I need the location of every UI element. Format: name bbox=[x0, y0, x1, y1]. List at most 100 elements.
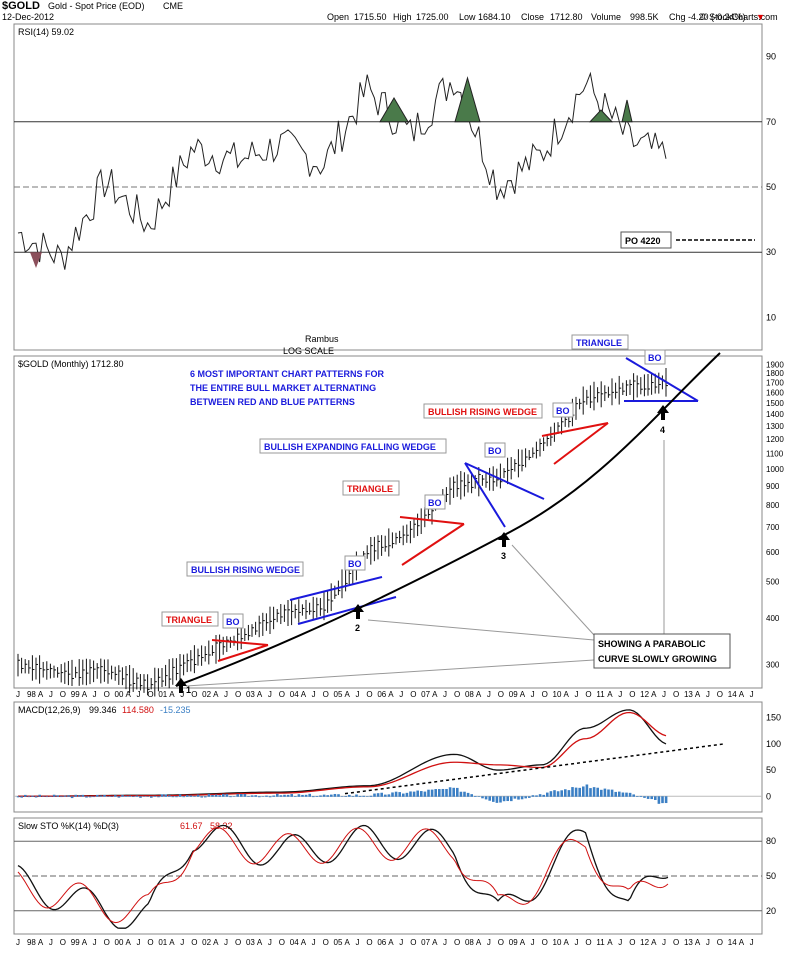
price-x-label: O bbox=[410, 690, 416, 699]
rsi-tick-50: 50 bbox=[766, 182, 776, 192]
macd-hist-bar bbox=[614, 791, 617, 797]
macd-hist-bar bbox=[128, 795, 131, 797]
macd-hist-bar bbox=[628, 792, 632, 797]
macd-tick-150: 150 bbox=[766, 713, 781, 723]
price-x-label: A bbox=[432, 690, 438, 699]
header-ticker: $GOLD bbox=[2, 0, 40, 12]
macd-hist-bar bbox=[250, 795, 254, 797]
sto-x-label: 10 bbox=[553, 938, 562, 947]
close-label: Close bbox=[521, 12, 544, 22]
sto-x-label: 04 bbox=[290, 938, 299, 947]
macd-hist-bar bbox=[560, 790, 563, 797]
sto-x-label: O bbox=[454, 938, 460, 947]
sto-x-label: O bbox=[498, 938, 504, 947]
bo5-box bbox=[552, 402, 574, 418]
macd-hist-bar bbox=[402, 793, 405, 797]
price-x-label: 14 bbox=[728, 690, 737, 699]
sto-tick-80: 80 bbox=[766, 836, 776, 846]
bo6-box bbox=[644, 349, 666, 365]
price-x-label: J bbox=[16, 690, 20, 699]
macd-hist-bar bbox=[578, 787, 581, 797]
price-tick-800: 800 bbox=[766, 501, 780, 510]
price-x-label: O bbox=[585, 690, 591, 699]
macd-hist-bar bbox=[168, 795, 171, 797]
macd-hist-bar bbox=[520, 796, 524, 800]
macd-hist-bar bbox=[52, 794, 56, 797]
sto-x-label: A bbox=[126, 938, 132, 947]
macd-hist-bar bbox=[409, 791, 412, 797]
macd-hist-bar bbox=[585, 784, 589, 797]
macd-hist-bar bbox=[85, 796, 88, 798]
macd-hist-bar bbox=[369, 795, 373, 797]
macd-hist-bar bbox=[474, 795, 477, 797]
macd-hist-bar bbox=[67, 795, 70, 797]
price-tick-900: 900 bbox=[766, 482, 780, 491]
sto-x-label: A bbox=[82, 938, 88, 947]
rsi-overbought-fill-1 bbox=[454, 76, 481, 123]
note-line1: SHOWING A PARABOLIC bbox=[598, 639, 706, 649]
price-panel bbox=[13, 355, 763, 689]
macd-hist-bar bbox=[632, 794, 635, 797]
rsi-overbought-fill-0 bbox=[379, 97, 409, 123]
price-x-label: A bbox=[564, 690, 570, 699]
sto-x-label: 11 bbox=[596, 938, 605, 947]
sto-x-label: A bbox=[520, 938, 526, 947]
price-x-label: A bbox=[169, 690, 175, 699]
pattern2-box bbox=[186, 561, 304, 577]
macd-hist-bar bbox=[38, 794, 41, 797]
macd-hist-bar bbox=[564, 789, 567, 797]
price-x-label: 12 bbox=[640, 690, 649, 699]
sto-value: 61.67 bbox=[180, 821, 203, 831]
macd-hist-bar bbox=[592, 787, 596, 797]
macd-hist-bar bbox=[366, 796, 369, 797]
bo2-label: BO bbox=[348, 559, 362, 569]
pattern4-box bbox=[259, 438, 447, 454]
rsi-title: RSI(14) 59.02 bbox=[18, 27, 74, 37]
macd-hist-bar bbox=[70, 796, 74, 799]
macd-hist-bar bbox=[513, 796, 517, 799]
macd-hist-bar bbox=[247, 796, 250, 797]
sto-x-label: A bbox=[564, 938, 570, 947]
price-x-label: 98 bbox=[27, 690, 36, 699]
price-x-label: A bbox=[651, 690, 657, 699]
sto-x-label: J bbox=[618, 938, 622, 947]
macd-hist-bar bbox=[502, 796, 506, 802]
macd-hist-bar bbox=[405, 792, 409, 797]
macd-hist-bar bbox=[315, 795, 319, 797]
sto-x-label: J bbox=[487, 938, 491, 947]
price-title: $GOLD (Monthly) 1712.80 bbox=[18, 359, 124, 369]
macd-hist-bar bbox=[384, 794, 387, 797]
bo2-box bbox=[344, 555, 366, 571]
sto-x-label: J bbox=[443, 938, 447, 947]
blue-note: 6 MOST IMPORTANT CHART PATTERNS FOR THE … bbox=[190, 369, 384, 407]
sto-x-label: O bbox=[629, 938, 635, 947]
bo1-label: BO bbox=[226, 617, 240, 627]
macd-hist-bar bbox=[34, 796, 38, 798]
macd-hist-bar bbox=[600, 789, 603, 797]
sto-x-label: 06 bbox=[377, 938, 386, 947]
macd-hist-bar bbox=[171, 796, 175, 798]
rsi-tick-90: 90 bbox=[766, 52, 776, 62]
macd-hist-bar bbox=[124, 795, 128, 797]
macd-hist-bar bbox=[358, 795, 362, 797]
breakout-labels: BO BO BO BO BO BO bbox=[222, 349, 666, 629]
macd-hist-bar bbox=[193, 796, 196, 797]
header-date: 12-Dec-2012 bbox=[2, 12, 54, 22]
sto-x-label: A bbox=[651, 938, 657, 947]
macd-hist-bar bbox=[477, 796, 481, 797]
macd-hist-bar bbox=[654, 796, 657, 800]
bo3-box bbox=[424, 494, 446, 510]
price-x-label: A bbox=[213, 690, 219, 699]
macd-hist-bar bbox=[484, 796, 488, 800]
macd-hist-bar bbox=[466, 792, 470, 797]
macd-hist-bar bbox=[276, 793, 279, 797]
pattern2-bottom-line bbox=[297, 596, 397, 625]
price-x-label: J bbox=[662, 690, 666, 699]
rsi-tick-70: 70 bbox=[766, 117, 776, 127]
price-x-label: O bbox=[673, 690, 679, 699]
macd-hist-bar bbox=[279, 795, 283, 797]
sto-x-label: 00 bbox=[115, 938, 124, 947]
macd-hist-bar bbox=[542, 794, 545, 797]
price-x-label: J bbox=[399, 690, 403, 699]
